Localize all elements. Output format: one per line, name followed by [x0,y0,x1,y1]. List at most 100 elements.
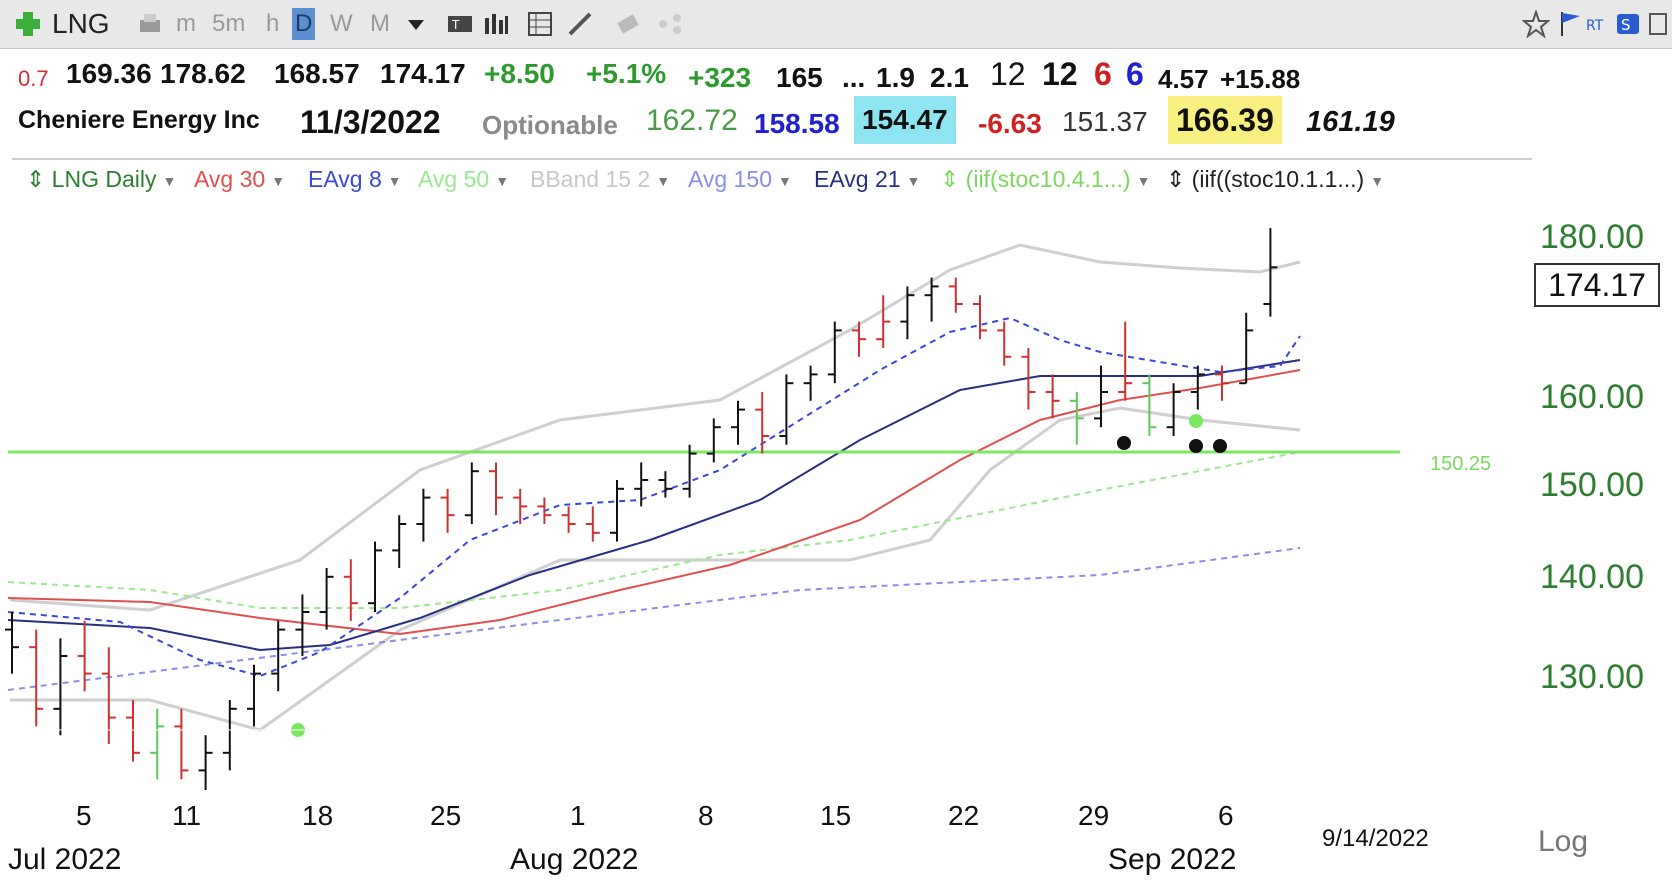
eavg8-line [7,316,1301,678]
rt-icon[interactable]: RT [1584,10,1612,38]
quote-v7: 6 [1094,56,1112,92]
indicator-legend: ⇕ LNG Daily ▼ Avg 30 ▼ EAvg 8 ▼ Avg 50 ▼ BBa… [12,158,1532,200]
chevron-down-icon[interactable]: ▼ [906,172,921,189]
symbol-label[interactable]: LNG [52,8,110,39]
timeframe-hour[interactable]: h [266,10,280,37]
grid-icon[interactable] [526,10,554,38]
quote-v9: 4.57 [1158,64,1209,94]
y-tick-150: 150.00 [1540,466,1644,504]
chevron-down-icon[interactable]: ▼ [162,172,177,189]
y-tick-160: 160.00 [1540,378,1644,416]
quote-p5: 151.37 [1062,106,1148,137]
timeframe-day[interactable]: D [292,8,316,40]
chevron-down-icon[interactable]: ▼ [1136,172,1151,189]
quote-high: 178.62 [160,58,246,89]
level-label: 150.25 [1430,453,1492,475]
price-chart[interactable] [0,200,1530,790]
legend-eavg8[interactable]: EAvg 8 ▼ [308,166,402,193]
quote-v4: 2.1 [930,62,969,93]
timeframe-week[interactable]: W [330,10,353,37]
quote-line-2: Cheniere Energy Inc 11/3/2022 Optionable… [0,96,1540,146]
quote-v5: 12 [990,56,1026,92]
chevron-down-icon[interactable]: ▼ [495,172,510,189]
quote-close: 174.17 [380,58,466,89]
legend-avg30-label: Avg 30 [194,166,266,192]
text-tool-icon[interactable]: T [446,10,474,38]
legend-avg50-label: Avg 50 [418,166,490,192]
chevron-down-icon[interactable]: ▼ [1370,172,1385,189]
timeframe-5min[interactable]: 5m [212,10,246,37]
flag-icon[interactable] [1558,10,1586,38]
chevron-down-icon[interactable]: ▼ [387,172,402,189]
y-tick-140: 140.00 [1540,558,1644,596]
signal-dot-green [1189,414,1203,428]
y-tick-130: 130.00 [1540,658,1644,696]
signal-dot-black [1117,436,1131,450]
quote-v6: 12 [1042,56,1078,92]
svg-text:S: S [1621,16,1631,34]
quote-p7: 161.19 [1306,106,1395,138]
quote-v1: +323 [688,62,752,93]
add-symbol-icon[interactable] [14,10,42,38]
quote-p3: 154.47 [854,96,956,144]
quote-p4: -6.63 [978,108,1042,139]
quote-p2: 158.58 [754,108,840,139]
dropdown-icon[interactable] [406,10,434,38]
legend-stoc2[interactable]: ⇕ (iif((stoc10.1.1...) ▼ [1166,166,1385,192]
timeframe-month[interactable]: M [370,10,390,37]
quote-p1: 162.72 [646,104,738,137]
x-month-aug: Aug 2022 [510,843,639,876]
svg-text:RT: RT [1586,18,1604,34]
legend-stoc2-label: (iif((stoc10.1.1...) [1191,166,1365,192]
legend-avg150[interactable]: Avg 150 ▼ [688,166,792,193]
star-icon[interactable] [1521,8,1551,39]
print-icon[interactable] [136,10,164,38]
quote-v3: 1.9 [876,62,915,93]
avg50-line [7,451,1301,609]
bband-upper-line [9,243,1301,612]
quote-v8: 6 [1126,56,1144,92]
quote-low: 168.57 [274,58,360,89]
chevron-down-icon[interactable]: ▼ [271,172,286,189]
x-month-sep: Sep 2022 [1108,843,1237,876]
x-tick-29: 29 [1078,800,1110,831]
split-icon[interactable] [1648,10,1672,38]
last-price-box: 174.17 [1534,263,1660,307]
quote-v2: 165 [776,62,823,93]
quote-date: 11/3/2022 [300,104,441,140]
legend-avg30[interactable]: Avg 30 ▼ [194,166,285,193]
company-name: Cheniere Energy Inc [18,106,260,134]
legend-stoc1-label: (iif(stoc10.4.1...) [965,166,1131,192]
x-tick-18: 18 [302,800,334,831]
legend-eavg21[interactable]: EAvg 21 ▼ [814,166,920,193]
x-tick-5: 5 [76,800,92,831]
signal-dot-black [1189,439,1203,453]
legend-stoc1[interactable]: ⇕ (iif(stoc10.4.1...) ▼ [940,166,1151,192]
timeframe-minute[interactable]: m [176,10,196,37]
x-tick-8: 8 [698,800,714,831]
quote-p6: 166.39 [1168,96,1282,144]
chevron-down-icon[interactable]: ▼ [656,172,671,189]
optionable-label: Optionable [482,110,618,140]
quote-v10: +15.88 [1220,64,1301,94]
scan-icon[interactable]: S [1616,10,1644,38]
signal-dot-black [1213,439,1227,453]
link-icon[interactable] [656,10,684,38]
chevron-down-icon[interactable]: ▼ [777,172,792,189]
x-tick-22: 22 [948,800,980,831]
log-scale-toggle[interactable]: Log [1538,825,1589,858]
avg30-line [7,369,1301,636]
x-month-jul: Jul 2022 [8,843,122,876]
legend-bband-label: BBand 15 2 [530,166,651,192]
legend-avg50[interactable]: Avg 50 ▼ [418,166,509,193]
legend-series-label: LNG Daily [51,166,157,192]
bar-chart-icon[interactable] [482,10,510,38]
pencil-icon[interactable] [566,10,594,38]
quote-open: 169.36 [66,58,152,89]
legend-bband[interactable]: BBand 15 2 ▼ [530,166,670,193]
quote-change-pct: +5.1% [586,58,667,89]
legend-series[interactable]: ⇕ LNG Daily ▼ [26,166,177,192]
x-tick-25: 25 [430,800,462,831]
svg-text:T: T [451,18,460,32]
eraser-icon[interactable] [614,10,642,38]
